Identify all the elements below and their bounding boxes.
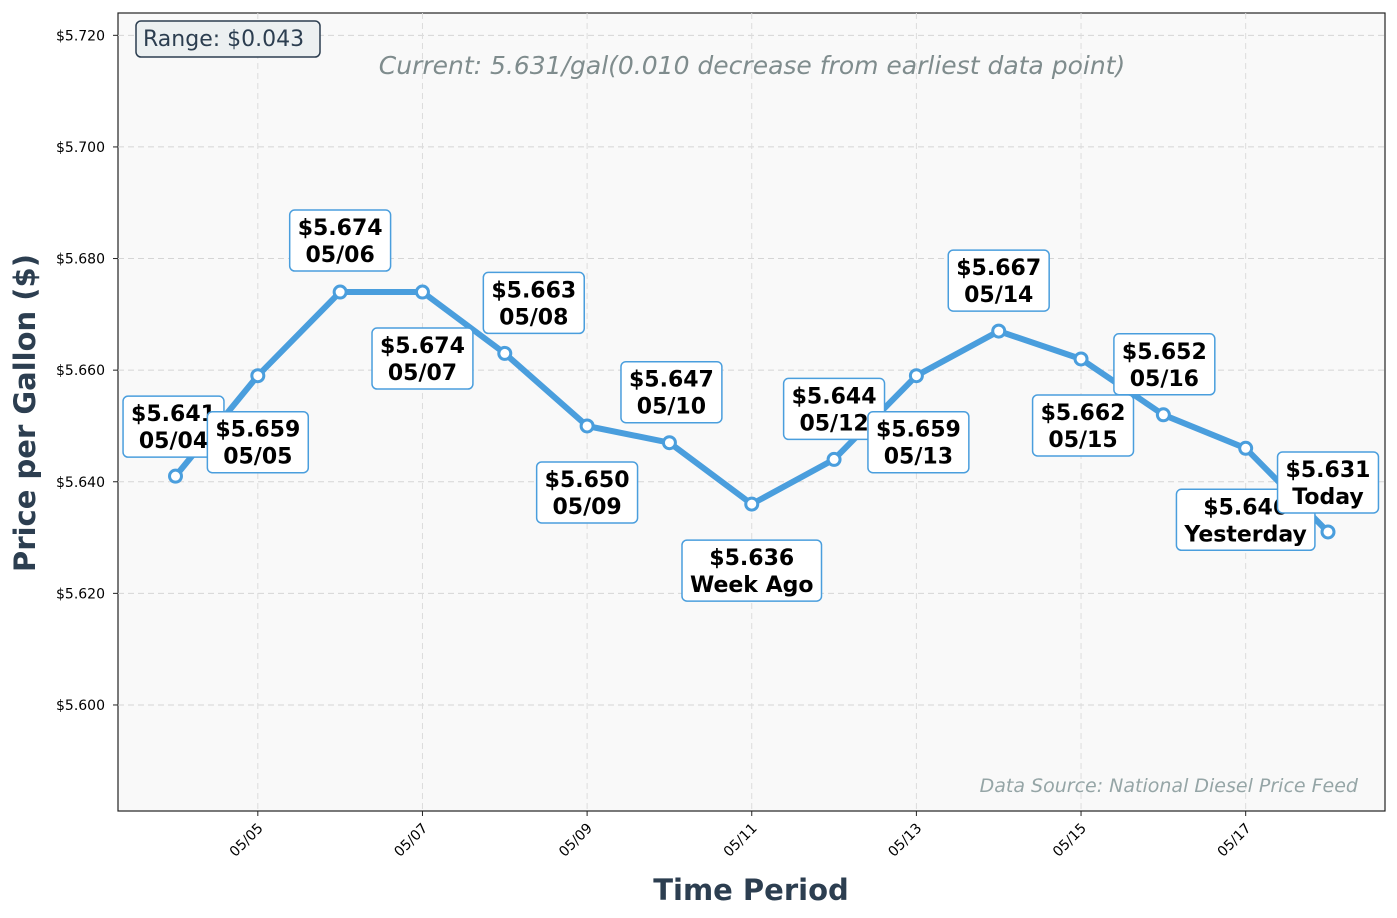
annotation-price: $5.659 [876, 418, 961, 443]
data-point [168, 468, 183, 484]
annotation-box [1113, 333, 1216, 396]
annotation-label: 05/13 [884, 445, 953, 470]
y-tick-label: $5.720 [56, 28, 105, 44]
annotation-label: 05/14 [964, 283, 1033, 308]
annotation-price: $5.662 [1041, 401, 1126, 426]
annotation-price: $5.663 [491, 278, 576, 303]
range-box: Range: $0.043 [135, 20, 321, 58]
annotation-box [535, 461, 639, 524]
annotation-label: 05/15 [1048, 428, 1117, 453]
annotation-label: 05/12 [799, 411, 868, 436]
annotation-box [947, 249, 1050, 312]
price-points [168, 284, 1336, 540]
annotation-price: $5.667 [956, 256, 1041, 281]
x-tick-label: 05/07 [391, 821, 431, 861]
range-label: Range: $0.043 [143, 27, 304, 52]
y-axis-ticks: $5.600 $5.620 $5.640 $5.660 $5.680 $5.700 $5.7… [56, 28, 118, 714]
annotation-price: $5.636 [709, 546, 794, 571]
data-point [661, 435, 677, 451]
data-point [250, 368, 266, 384]
annotation-label: Today [1292, 485, 1363, 510]
annotation-box [782, 377, 886, 441]
x-tick-label: 05/05 [227, 821, 267, 861]
annotation-box [681, 539, 823, 602]
x-axis-ticks: 05/05 05/07 05/09 05/11 05/13 05/15 05/17 [227, 811, 1255, 860]
x-tick-label: 05/15 [1050, 821, 1090, 861]
data-point [991, 323, 1007, 339]
annotation-label: 05/16 [1130, 367, 1199, 392]
annotation-label: Yesterday [1183, 522, 1306, 547]
annotation-box [867, 410, 970, 474]
annotation-price: $5.647 [629, 368, 714, 393]
annotation-price: $5.674 [380, 334, 465, 359]
annotation-price: $5.646 [1203, 495, 1288, 520]
annotation-price: $5.631 [1286, 458, 1371, 483]
annotation-price: $5.644 [792, 384, 877, 409]
annotation-label: 05/04 [139, 429, 208, 454]
annotation-box [1031, 394, 1135, 457]
annotation-label: 05/09 [552, 495, 621, 520]
y-tick-label: $5.600 [56, 698, 105, 714]
annotation-price: $5.652 [1122, 340, 1207, 365]
x-axis-title: Time Period [653, 873, 849, 907]
data-point [1155, 407, 1171, 423]
data-point [414, 284, 430, 300]
data-point [826, 451, 842, 467]
annotation-box [1276, 451, 1380, 514]
x-tick-label: 05/17 [1215, 821, 1255, 861]
grid-lines [118, 13, 1385, 811]
data-point [1320, 524, 1336, 540]
annotation-box [482, 271, 585, 335]
data-point [579, 418, 595, 434]
data-source-note: Data Source: National Diesel Price Feed [980, 775, 1359, 797]
x-tick-label: 05/11 [721, 821, 761, 861]
y-tick-label: $5.680 [56, 252, 105, 268]
annotation-price: $5.674 [298, 216, 383, 241]
x-tick-label: 05/13 [885, 821, 925, 861]
annotation-price: $5.659 [215, 418, 300, 443]
y-tick-label: $5.700 [56, 140, 105, 156]
data-point [1238, 440, 1254, 456]
annotation-price: $5.641 [131, 402, 216, 427]
annotation-price: $5.650 [545, 468, 630, 493]
data-point [908, 368, 924, 384]
annotation-label: 05/07 [388, 361, 457, 386]
annotation-label: 05/10 [637, 395, 706, 420]
x-tick-label: 05/09 [556, 821, 596, 861]
y-axis-title: Price per Gallon ($) [8, 254, 42, 572]
annotation-label: 05/06 [306, 243, 375, 268]
annotation-label: 05/08 [499, 305, 568, 330]
y-tick-label: $5.660 [56, 363, 105, 379]
annotation-box [620, 360, 723, 424]
data-point [744, 496, 760, 512]
chart-subtitle: Current: 5.631/gal(0.010 decrease from e… [379, 51, 1125, 80]
data-point [332, 284, 348, 300]
y-tick-label: $5.640 [56, 475, 105, 491]
data-point [497, 345, 513, 361]
annotation-box [288, 209, 392, 272]
annotation-box [206, 410, 310, 474]
annotation-label: 05/05 [223, 445, 292, 470]
annotation-box [371, 327, 474, 390]
plot-area [117, 12, 1386, 812]
data-point [1073, 351, 1089, 367]
y-tick-label: $5.620 [56, 586, 105, 602]
annotation-label: Week Ago [690, 573, 814, 598]
